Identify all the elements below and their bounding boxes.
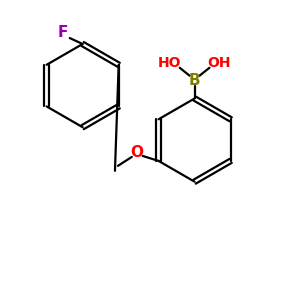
Text: O: O bbox=[130, 146, 143, 160]
Text: HO: HO bbox=[158, 56, 181, 70]
Text: OH: OH bbox=[208, 56, 231, 70]
Text: B: B bbox=[189, 73, 200, 88]
Text: F: F bbox=[58, 25, 68, 40]
